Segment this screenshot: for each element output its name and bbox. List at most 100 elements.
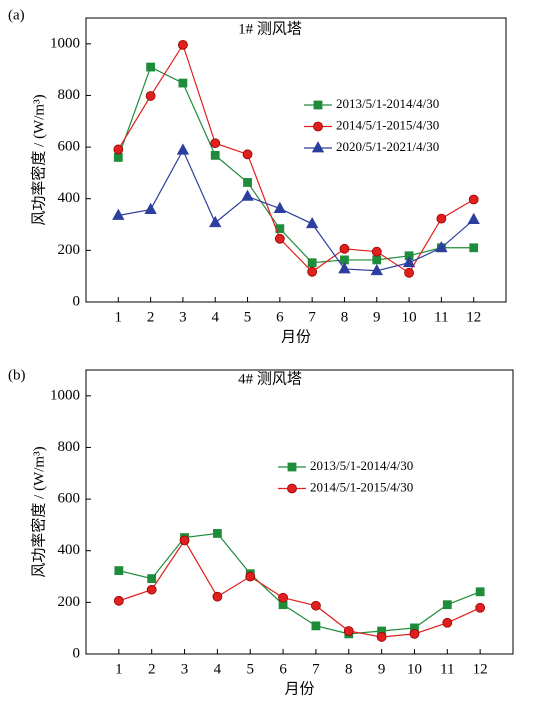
legend-marker	[313, 100, 323, 110]
plot-frame	[85, 17, 507, 303]
marker	[210, 150, 220, 160]
marker	[278, 592, 288, 603]
legend-marker	[287, 462, 297, 472]
x-tick-label: 5	[244, 309, 252, 325]
y-tick-label: 200	[58, 594, 81, 610]
legend-label: 2014/5/1-2015/4/30	[336, 117, 439, 132]
marker	[467, 212, 480, 225]
marker	[112, 208, 125, 220]
x-tick-label: 8	[345, 661, 353, 677]
marker	[146, 584, 157, 595]
x-tick-label: 12	[466, 309, 481, 325]
marker	[113, 595, 124, 606]
legend-marker	[311, 141, 325, 153]
x-tick-label: 7	[308, 309, 316, 325]
marker	[307, 258, 317, 268]
series-line	[118, 148, 475, 272]
x-tick-label: 1	[115, 309, 123, 325]
legend-marker	[313, 121, 323, 132]
marker	[146, 62, 156, 72]
marker	[402, 255, 416, 268]
x-tick-label: 10	[402, 309, 417, 325]
x-tick-label: 11	[434, 309, 448, 325]
x-tick-label: 8	[341, 309, 349, 325]
marker	[305, 216, 319, 229]
series-line	[117, 66, 474, 264]
x-tick-label: 1	[115, 661, 123, 677]
legend-label: 2013/5/1-2014/4/30	[310, 458, 413, 473]
marker	[241, 189, 254, 201]
marker	[409, 628, 420, 639]
x-tick-label: 2	[147, 309, 155, 325]
y-tick-label: 800	[58, 439, 81, 455]
chart-title: 1# 测风塔	[238, 20, 302, 37]
x-axis-label: 月份	[281, 328, 311, 345]
marker	[311, 600, 321, 611]
marker	[307, 266, 318, 277]
marker	[209, 215, 222, 228]
y-tick-label: 400	[58, 542, 81, 558]
series-line	[118, 539, 481, 638]
x-tick-label: 4	[211, 309, 219, 325]
y-axis-label: 风功率密度 / (W/m³)	[30, 94, 47, 225]
marker	[178, 78, 188, 88]
x-tick-label: 12	[473, 661, 488, 677]
marker	[475, 587, 485, 597]
y-tick-label: 600	[58, 139, 81, 155]
marker	[210, 138, 221, 149]
x-tick-label: 3	[181, 661, 189, 677]
marker	[114, 566, 124, 576]
marker	[243, 178, 252, 187]
marker	[442, 617, 453, 628]
x-tick-label: 7	[312, 661, 320, 677]
marker	[144, 202, 157, 214]
y-tick-label: 1000	[50, 387, 80, 403]
legend-label: 2013/5/1-2014/4/30	[336, 96, 439, 111]
legend-label: 2020/5/1-2021/4/30	[336, 139, 439, 154]
marker	[376, 632, 387, 642]
marker	[178, 39, 188, 50]
series-line	[117, 43, 474, 274]
x-tick-label: 5	[246, 661, 254, 677]
marker	[176, 143, 190, 155]
y-tick-label: 0	[73, 645, 81, 661]
legend-label: 2014/5/1-2015/4/30	[310, 479, 413, 494]
x-tick-label: 6	[279, 661, 287, 677]
marker	[273, 201, 287, 213]
marker	[113, 144, 124, 155]
series-line	[118, 532, 481, 635]
marker	[274, 233, 285, 244]
legend-marker	[287, 483, 297, 494]
marker	[372, 255, 382, 265]
x-tick-label: 11	[440, 661, 454, 677]
marker	[469, 243, 479, 253]
x-axis-label: 月份	[284, 680, 314, 697]
panel-label: (b)	[8, 367, 26, 383]
marker	[339, 243, 350, 254]
y-tick-label: 200	[58, 242, 81, 258]
y-tick-label: 1000	[50, 35, 80, 51]
panel-label: (a)	[8, 7, 25, 23]
plot-frame	[85, 369, 514, 655]
marker	[436, 213, 447, 224]
marker	[311, 621, 321, 631]
marker	[245, 571, 256, 582]
x-tick-label: 2	[148, 661, 156, 677]
x-tick-label: 10	[407, 661, 422, 677]
marker	[212, 529, 222, 538]
marker	[338, 262, 351, 274]
chart-title: 4# 测风塔	[238, 370, 302, 387]
y-tick-label: 600	[58, 491, 81, 507]
marker	[404, 267, 414, 278]
marker	[371, 246, 382, 257]
y-axis-label: 风功率密度 / (W/m³)	[30, 446, 47, 577]
marker	[370, 263, 383, 276]
x-tick-label: 6	[276, 309, 284, 325]
marker	[145, 91, 156, 101]
marker	[179, 535, 190, 546]
marker	[475, 602, 486, 613]
y-tick-label: 800	[58, 87, 81, 103]
marker	[435, 240, 448, 253]
y-tick-label: 400	[58, 190, 81, 206]
